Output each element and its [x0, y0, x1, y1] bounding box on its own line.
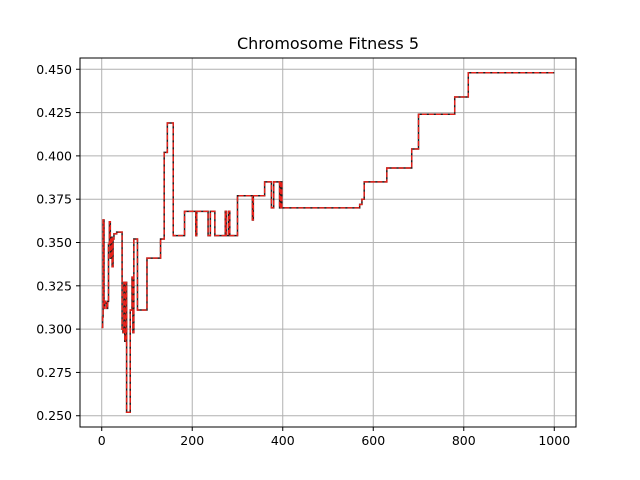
- y-tick-label: 0.350: [36, 235, 72, 250]
- y-tick-label: 0.325: [36, 278, 72, 293]
- x-tick-label: 200: [180, 433, 204, 448]
- y-tick-label: 0.400: [36, 148, 72, 163]
- x-tick-label: 400: [271, 433, 295, 448]
- x-tick-label: 800: [452, 433, 476, 448]
- chart-title: Chromosome Fitness 5: [237, 34, 419, 53]
- x-tick-label: 0: [98, 433, 106, 448]
- y-tick-label: 0.250: [36, 408, 72, 423]
- y-tick-label: 0.275: [36, 365, 72, 380]
- y-tick-label: 0.375: [36, 192, 72, 207]
- series-group: [101, 71, 555, 414]
- y-tick-label: 0.300: [36, 322, 72, 337]
- ticks: [76, 68, 555, 431]
- x-tick-label: 1000: [538, 433, 570, 448]
- y-tick-label: 0.425: [36, 105, 72, 120]
- y-tick-label: 0.450: [36, 62, 72, 77]
- x-tick-label: 600: [361, 433, 385, 448]
- tick-labels: 0 200 400 600 800 1000 0.250 0.275 0.300 0.325 0.3…: [36, 62, 570, 448]
- series-line-dashed: [101, 72, 555, 413]
- grid: [80, 58, 576, 427]
